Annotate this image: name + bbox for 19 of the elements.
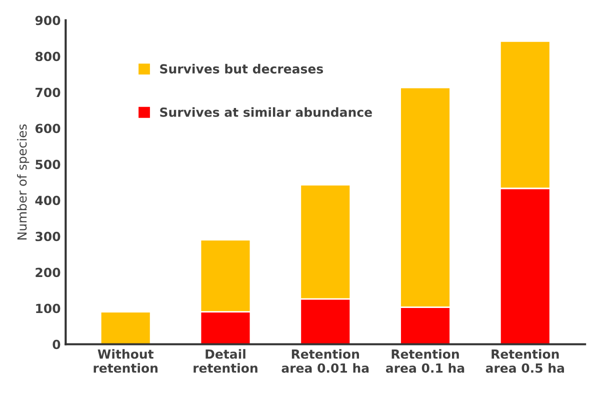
y-tick-label: 300 <box>36 232 60 242</box>
y-tick-label: 100 <box>36 304 60 314</box>
x-tick-label: Detail retention <box>194 349 258 373</box>
y-tick-label: 0 <box>52 340 60 350</box>
x-tick-label: Retention area 0.01 ha <box>282 349 369 373</box>
y-axis-title: Number of species <box>17 124 30 240</box>
y-tick-label: 800 <box>35 52 60 62</box>
legend-label: Survives at similar abundance <box>160 107 372 117</box>
y-tick-label: 700 <box>36 88 60 98</box>
y-tick-label: 400 <box>35 196 60 206</box>
y-tick-label: 500 <box>36 160 60 170</box>
y-tick-label: 200 <box>36 268 60 278</box>
x-tick-label: Retention area 0.5 ha <box>486 349 564 373</box>
legend-label: Survives but decreases <box>160 64 324 74</box>
y-tick-label: 600 <box>35 124 60 134</box>
y-tick-label: 900 <box>35 16 60 26</box>
x-tick-label: Retention area 0.1 ha <box>386 349 464 373</box>
x-tick-label: Without retention <box>94 349 158 373</box>
bar <box>100 311 152 344</box>
